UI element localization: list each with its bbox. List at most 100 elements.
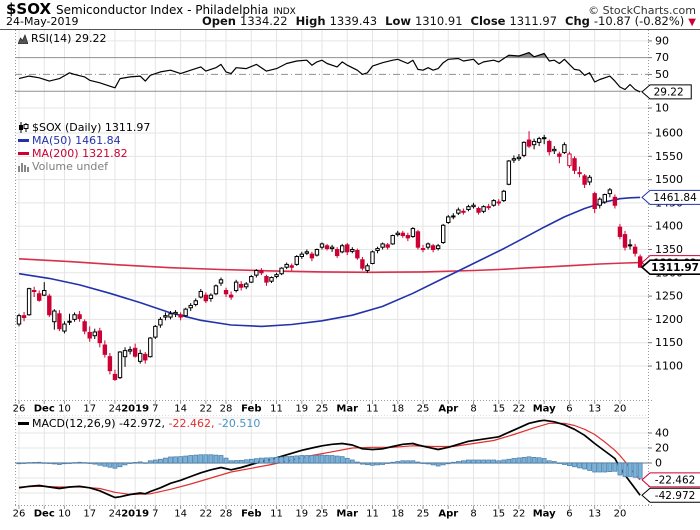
svg-text:2019: 2019 — [121, 404, 149, 415]
svg-text:18: 18 — [391, 509, 404, 520]
svg-text:15: 15 — [492, 509, 505, 520]
svg-text:1500: 1500 — [655, 173, 683, 186]
svg-text:Feb: Feb — [241, 509, 261, 520]
svg-text:10: 10 — [58, 509, 71, 520]
svg-text:24: 24 — [109, 509, 122, 520]
svg-text:May: May — [533, 509, 556, 520]
svg-text:2019: 2019 — [121, 509, 149, 520]
rsi-legend-label: RSI(14) 29.22 — [31, 32, 107, 45]
svg-text:7: 7 — [152, 404, 158, 415]
high-value: 1339.43 — [329, 14, 378, 28]
svg-text:19: 19 — [295, 509, 308, 520]
svg-text:28: 28 — [220, 509, 233, 520]
svg-text:10: 10 — [58, 404, 71, 415]
chart-date: 24-May-2019 — [6, 15, 79, 28]
svg-text:25: 25 — [316, 509, 329, 520]
svg-text:25: 25 — [316, 404, 329, 415]
high-label: High — [295, 14, 326, 28]
svg-text:22: 22 — [199, 404, 212, 415]
ohlc-quote: Open 1334.22 High 1339.43 Low 1310.91 Cl… — [194, 14, 696, 28]
svg-text:90: 90 — [655, 34, 669, 47]
macd-legend: MACD(12,26,9) -42.972, -22.462, -20.510 — [18, 417, 260, 430]
ma200-line-swatch — [18, 152, 29, 155]
macd-histogram — [16, 454, 643, 479]
price-axis-labels: 1600155015001450140013501300125012001150… — [640, 127, 700, 372]
svg-text:11: 11 — [366, 404, 379, 415]
macd-axis-labels: 40 20 0 -22.462 -42.972 — [641, 427, 700, 503]
macd-line — [18, 419, 641, 499]
svg-text:1461.84: 1461.84 — [653, 192, 697, 204]
svg-text:18: 18 — [391, 404, 404, 415]
svg-text:Dec: Dec — [34, 509, 55, 520]
candlestick-icon — [18, 122, 29, 133]
ma50-legend-label: MA(50) 1461.84 — [32, 134, 121, 147]
ma200-legend-label: MA(200) 1321.82 — [32, 147, 128, 160]
price-candles — [16, 131, 643, 381]
svg-text:Dec: Dec — [34, 404, 55, 415]
svg-text:15: 15 — [492, 404, 505, 415]
svg-text:29.22: 29.22 — [654, 87, 684, 99]
macd-signal-value: -22.462, — [165, 417, 215, 430]
svg-text:14: 14 — [174, 509, 187, 520]
svg-text:40: 40 — [655, 427, 669, 440]
volume-bars-icon — [18, 162, 29, 172]
ma50-line — [18, 196, 641, 328]
macd-value-box — [641, 487, 700, 503]
svg-text:10: 10 — [655, 101, 669, 114]
svg-text:Mar: Mar — [336, 509, 358, 520]
svg-text:20: 20 — [655, 442, 669, 455]
chart-header: $SOX Semiconductor Index - Philadelphia … — [0, 0, 700, 29]
svg-text:17: 17 — [83, 509, 96, 520]
close-value-box — [640, 259, 700, 276]
svg-text:22: 22 — [199, 509, 212, 520]
svg-text:26: 26 — [13, 404, 26, 415]
macd-histogram-value: -20.510 — [214, 417, 261, 430]
chg-value: -10.87 (-0.82%) — [593, 14, 685, 28]
svg-text:14: 14 — [174, 404, 187, 415]
close-label: Close — [470, 14, 506, 28]
svg-text:1200: 1200 — [655, 313, 683, 326]
open-label: Open — [202, 14, 236, 28]
svg-text:Apr: Apr — [438, 404, 458, 415]
rsi-line — [18, 51, 641, 93]
svg-text:13: 13 — [588, 404, 601, 415]
svg-text:11: 11 — [366, 509, 379, 520]
svg-text:25: 25 — [417, 509, 430, 520]
price-legend: $SOX (Daily) 1311.97 MA(50) 1461.84 MA(2… — [18, 121, 150, 173]
svg-text:Apr: Apr — [438, 509, 458, 520]
svg-text:28: 28 — [220, 404, 233, 415]
chg-label: Chg — [565, 14, 590, 28]
ticker-symbol: $SOX — [6, 0, 52, 18]
ma50-line-swatch — [18, 139, 29, 142]
svg-text:0: 0 — [655, 457, 662, 470]
svg-text:Mar: Mar — [336, 404, 358, 415]
svg-text:1250: 1250 — [655, 290, 683, 303]
header-quote-row: 24-May-2019 Open 1334.22 High 1339.43 Lo… — [6, 14, 696, 28]
exchange-label: INDX — [273, 7, 296, 17]
rsi-axis-labels: 90 70 50 10 29.22 — [641, 34, 692, 114]
svg-text:-42.972: -42.972 — [655, 490, 696, 502]
svg-text:24: 24 — [109, 404, 122, 415]
macd-signal-value-box — [641, 472, 700, 488]
svg-text:26: 26 — [13, 509, 26, 520]
down-arrow-icon: ▼ — [688, 17, 696, 28]
ma50-legend-row: MA(50) 1461.84 — [18, 134, 150, 147]
svg-text:19: 19 — [295, 404, 308, 415]
svg-text:1550: 1550 — [655, 150, 683, 163]
ma50-value-box — [641, 189, 700, 205]
symbol-legend-label: $SOX (Daily) 1311.97 — [32, 121, 151, 134]
index-name: Semiconductor Index - Philadelphia — [56, 3, 269, 17]
svg-text:25: 25 — [417, 404, 430, 415]
svg-text:-22.462: -22.462 — [655, 475, 696, 487]
svg-text:1150: 1150 — [655, 336, 683, 349]
macd-signal-line — [18, 422, 641, 496]
svg-text:22: 22 — [513, 509, 526, 520]
open-value: 1334.22 — [240, 14, 288, 28]
svg-text:11: 11 — [270, 404, 283, 415]
svg-text:Feb: Feb — [241, 404, 261, 415]
symbol-legend-row: $SOX (Daily) 1311.97 — [18, 121, 150, 134]
svg-text:6: 6 — [566, 509, 572, 520]
rsi-legend: RSI(14) 29.22 — [18, 32, 106, 45]
